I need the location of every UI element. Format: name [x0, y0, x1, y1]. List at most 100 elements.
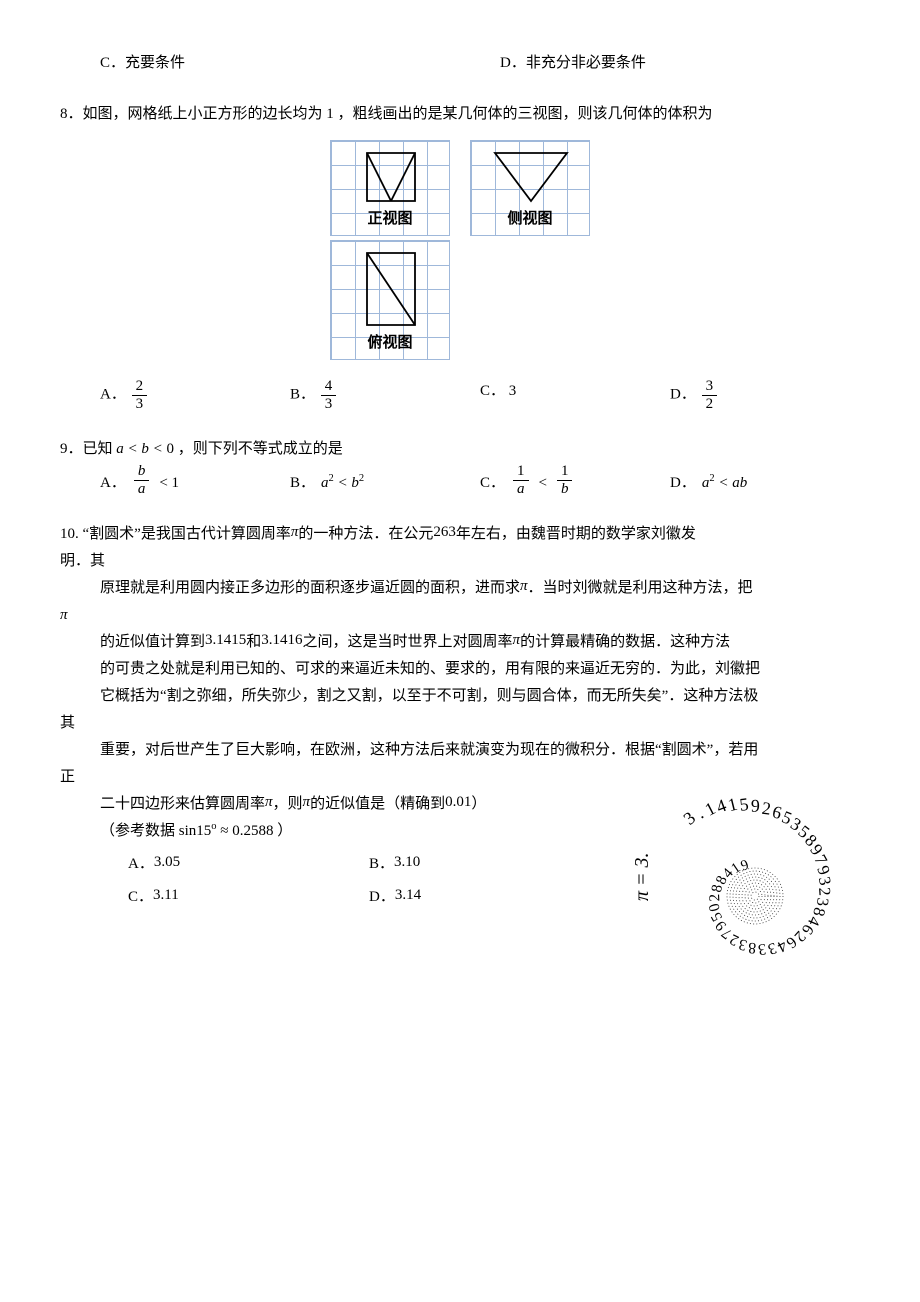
den: a — [513, 481, 529, 498]
text: 明．其 — [60, 553, 105, 569]
opt-text: 充要条件 — [125, 55, 185, 71]
q8-stem-b: ，粗线画出的是某几何体的三视图，则该几何体的体积为 — [338, 106, 713, 122]
q8-stem-num: 1 — [326, 106, 334, 122]
den: 2 — [702, 396, 718, 413]
q9-option-d: D． a2 < ab — [670, 463, 860, 497]
q9-option-a: A． ba < 1 — [100, 463, 290, 497]
q8-options: A． 23 B． 43 C． 3 D． 32 — [60, 378, 860, 412]
q10-line4: 的可贵之处就是利用已知的、可求的来逼近未知的、要求的，用有限的来逼近无穷的．为此… — [60, 656, 860, 683]
opt-text: 3.05 — [154, 854, 180, 870]
num: b — [134, 463, 150, 481]
text: 正 — [60, 769, 75, 785]
opt-label: B． — [369, 856, 394, 872]
q9-option-c: C． 1a < 1b — [480, 463, 670, 497]
opt-label: D． — [670, 470, 696, 497]
ref-a: （参考数据 — [100, 823, 175, 839]
svg-text:π = 3.: π = 3. — [631, 852, 653, 901]
pi-symbol: π — [291, 524, 299, 540]
num: 3 — [702, 378, 718, 396]
q8-option-c: C． 3 — [480, 378, 670, 412]
q10-pi3: π — [60, 602, 860, 629]
num: 4 — [321, 378, 337, 396]
opt-label: D． — [500, 55, 526, 71]
num: 2 — [132, 378, 148, 396]
den: b — [557, 481, 573, 498]
opt-label: C． — [100, 55, 125, 71]
text: 重要，对后世产生了巨大影响，在欧洲，这种方法后来就演变为现在的微积分．根据“割圆… — [100, 742, 758, 758]
svg-text:8: 8 — [748, 939, 757, 956]
q10-num: 10. — [60, 526, 79, 542]
top-view: 俯视图 — [330, 240, 450, 360]
pi-symbol: π — [265, 794, 273, 810]
q10-l1b: 的一种方法．在公元 — [298, 526, 433, 542]
svg-text:3: 3 — [757, 940, 767, 958]
q7-option-c: C．充要条件 — [60, 50, 460, 77]
den: 3 — [132, 396, 148, 413]
q10-l1c: 年左右，由魏晋时期的数学家刘徽发 — [456, 526, 696, 542]
q10-l7a: 二十四边形来估算圆周率 — [100, 796, 265, 812]
text: 的可贵之处就是利用已知的、可求的来逼近未知的、要求的，用有限的来逼近无穷的．为此… — [100, 661, 760, 677]
q9: 9．已知 a < b < 0 ，则下列不等式成立的是 A． ba < 1 B． … — [60, 436, 860, 497]
pi-spiral-figure: 3.14159265358979323846264338327950288419… — [630, 781, 860, 1011]
opt-label: A． — [100, 386, 126, 402]
opt-text: 非充分非必要条件 — [526, 55, 646, 71]
year: 263 — [433, 524, 456, 540]
q8-stem: 8．如图，网格纸上小正方形的边长均为 1 ，粗线画出的是某几何体的三视图，则该几… — [60, 101, 860, 128]
label-text: 侧视图 — [507, 210, 552, 227]
text: 其 — [60, 715, 75, 731]
text: 它概括为“割之弥细，所失弥少，割之又割，以至于不可割，则与圆合体，而无所失矣”．… — [100, 688, 758, 704]
svg-text:2: 2 — [707, 894, 723, 902]
q8: 8．如图，网格纸上小正方形的边长均为 1 ，粗线画出的是某几何体的三视图，则该几… — [60, 101, 860, 412]
label-text: 正视图 — [367, 210, 412, 227]
q10-l1a: “割圆术”是我国古代计算圆周率 — [83, 526, 291, 542]
opt-label: C． — [480, 470, 505, 497]
opt-text: 3.10 — [394, 854, 420, 870]
q10-line6: 重要，对后世产生了巨大影响，在欧洲，这种方法后来就演变为现在的微积分．根据“割圆… — [60, 737, 860, 764]
pi-symbol: π — [520, 578, 528, 594]
q9-stem-b: ，则下列不等式成立的是 — [178, 441, 343, 457]
svg-text:3: 3 — [813, 897, 833, 907]
q10-l7d: ） — [471, 796, 486, 812]
opt-label: A． — [100, 470, 126, 497]
ref-b: ） — [277, 823, 292, 839]
q10-option-b: B．3.10 — [369, 851, 610, 878]
opt-label: B． — [290, 470, 315, 497]
svg-text:9: 9 — [751, 796, 760, 816]
top-view-label: 俯视图 — [331, 329, 449, 357]
side-view: 侧视图 — [470, 140, 590, 236]
q10-line5tail: 其 — [60, 710, 860, 737]
q10-line1d: 明．其 — [60, 548, 860, 575]
q10-line7: 二十四边形来估算圆周率π，则π的近似值是（精确到0.01） — [60, 791, 610, 818]
v1: 3.1415 — [205, 632, 246, 648]
den: a — [134, 481, 150, 498]
q8-option-a: A． 23 — [100, 378, 290, 412]
svg-text:2: 2 — [761, 798, 772, 819]
q9-stem: 9．已知 a < b < 0 ，则下列不等式成立的是 — [60, 436, 860, 463]
q10-l7c: 的近似值是（精确到 — [310, 796, 445, 812]
q10-option-d: D．3.14 — [369, 884, 610, 911]
q10: 10. “割圆术”是我国古代计算圆周率π的一种方法．在公元263年左右，由魏晋时… — [60, 521, 860, 1011]
svg-text:2: 2 — [815, 887, 834, 897]
side-view-label: 侧视图 — [471, 205, 589, 233]
num: 1 — [513, 463, 529, 481]
pi-symbol: π — [513, 632, 521, 648]
opt-text: 3 — [509, 383, 517, 399]
q10-l3b: 之间，这是当时世界上对圆周率 — [303, 634, 513, 650]
opt-text: 3.11 — [153, 887, 179, 903]
q10-option-a: A．3.05 — [128, 851, 369, 878]
q10-l7b: ，则 — [273, 796, 303, 812]
q9-stem-a: 9．已知 — [60, 441, 113, 457]
front-view: 正视图 — [330, 140, 450, 236]
q10-line5: 它概括为“割之弥细，所失弥少，割之又割，以至于不可割，则与圆合体，而无所失矣”．… — [60, 683, 860, 710]
q10-ref: （参考数据 sin15o ≈ 0.2588 ） — [60, 818, 610, 845]
opt-label: C． — [128, 889, 153, 905]
q8-stem-a: 8．如图，网格纸上小正方形的边长均为 — [60, 106, 323, 122]
front-view-label: 正视图 — [331, 205, 449, 233]
den: 3 — [321, 396, 337, 413]
label-text: 俯视图 — [367, 334, 412, 351]
q10-l3a: 的近似值计算到 — [100, 634, 205, 650]
pi-symbol: π — [60, 607, 68, 623]
q10-line1: 10. “割圆术”是我国古代计算圆周率π的一种方法．在公元263年左右，由魏晋时… — [60, 521, 860, 548]
opt-label: B． — [290, 386, 315, 402]
opt-label: A． — [128, 856, 154, 872]
